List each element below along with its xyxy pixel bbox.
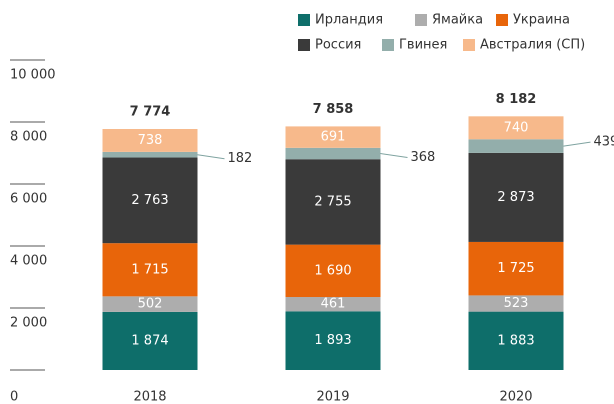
y-tick-label: 0 [10, 390, 18, 404]
legend-label: Ирландия [315, 13, 383, 28]
data-label: 691 [321, 130, 346, 145]
data-label: 738 [138, 133, 163, 148]
bar-segment [468, 295, 564, 312]
leader-line [563, 141, 591, 147]
legend-label: Украина [513, 13, 570, 28]
bar-segment [285, 311, 381, 370]
data-label: 182 [228, 151, 253, 166]
data-label: 1 883 [497, 333, 534, 348]
legend-label: Ямайка [432, 13, 483, 28]
total-label: 7 774 [130, 105, 171, 120]
bar-segment [102, 296, 198, 312]
leader-line [197, 154, 225, 160]
legend-label: Россия [315, 38, 361, 53]
bar-segment [285, 126, 381, 148]
bar-segment [102, 157, 198, 244]
data-label: 461 [321, 297, 346, 312]
data-label: 1 715 [131, 262, 168, 277]
data-label: 1 893 [314, 333, 351, 348]
y-tick-label: 6 000 [10, 192, 47, 207]
legend-label: Гвинея [399, 38, 447, 53]
total-label: 8 182 [496, 92, 537, 107]
leader-line [380, 153, 408, 159]
y-tick-label: 4 000 [10, 254, 47, 269]
legend-swatch [415, 14, 427, 26]
bar-segment [102, 243, 198, 297]
data-label: 1 725 [497, 261, 534, 276]
bar-segment [102, 311, 198, 370]
legend-label: Австралия (СП) [480, 38, 585, 53]
y-tick-label: 2 000 [10, 316, 47, 331]
bar-segment [102, 129, 198, 152]
data-label: 502 [138, 297, 163, 312]
bar-segment [468, 241, 564, 296]
data-label: 368 [411, 150, 436, 165]
legend-swatch [463, 39, 475, 51]
bar-segment [468, 152, 564, 242]
data-label: 2 873 [497, 190, 534, 205]
data-label: 1 874 [131, 333, 168, 348]
y-tick-label: 8 000 [10, 130, 47, 145]
data-label: 2 755 [314, 194, 351, 209]
bar-segment [468, 116, 564, 140]
bar-segment [285, 147, 381, 160]
legend-swatch [298, 14, 310, 26]
legend-swatch [496, 14, 508, 26]
x-tick-label: 2020 [499, 390, 532, 404]
data-label: 523 [504, 296, 529, 311]
data-label: 1 690 [314, 263, 351, 278]
y-tick-label: 10 000 [10, 68, 56, 83]
bar-segment [285, 244, 381, 298]
x-tick-label: 2018 [133, 390, 166, 404]
x-tick-label: 2019 [316, 390, 349, 404]
data-label: 740 [504, 120, 529, 135]
total-label: 7 858 [313, 102, 354, 117]
legend-swatch [382, 39, 394, 51]
legend-swatch [298, 39, 310, 51]
data-label: 2 763 [131, 193, 168, 208]
bar-segment [102, 151, 198, 158]
data-label: 439 [594, 135, 614, 150]
bar-segment [285, 159, 381, 245]
bar-segment [468, 139, 564, 153]
bar-segment [468, 311, 564, 370]
bar-segment [285, 297, 381, 312]
